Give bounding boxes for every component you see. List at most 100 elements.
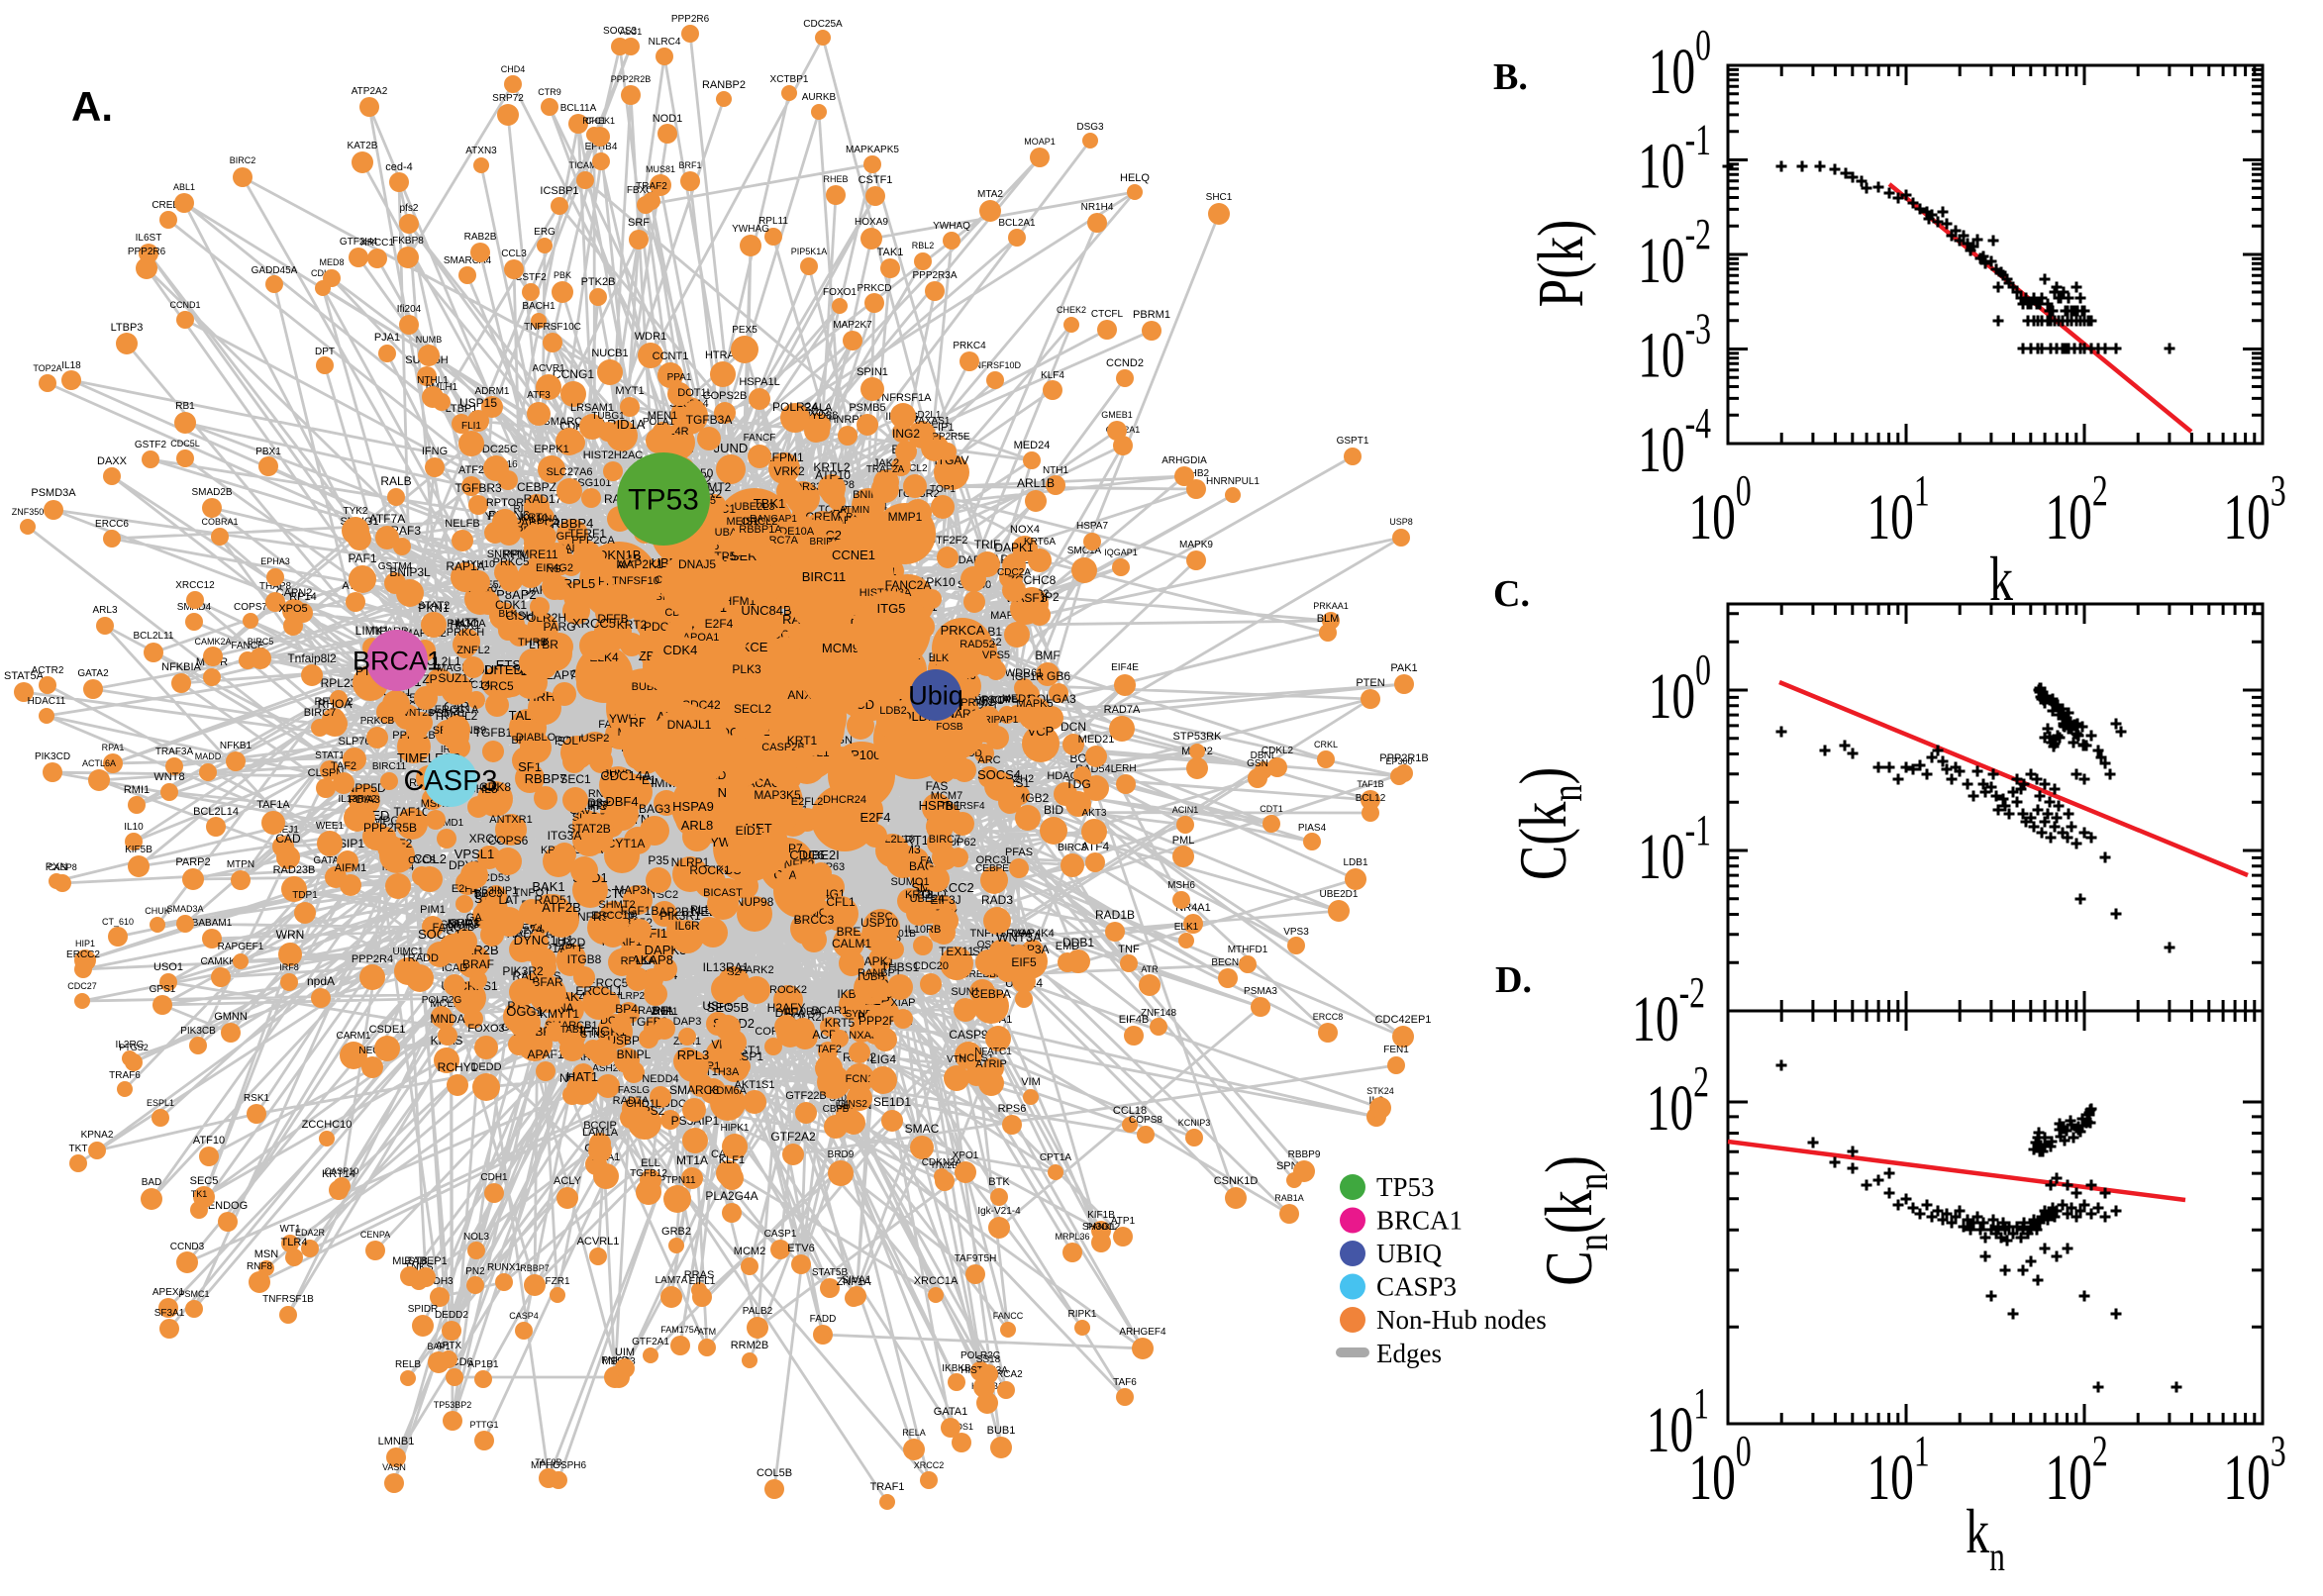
svg-text:RRM2B: RRM2B	[731, 1340, 769, 1351]
svg-text:BNIP3L: BNIP3L	[389, 565, 431, 579]
svg-text:KRT2: KRT2	[617, 618, 648, 632]
svg-text:PSMA3: PSMA3	[1244, 986, 1277, 997]
svg-text:CFL1: CFL1	[826, 895, 856, 909]
svg-text:VPS3: VPS3	[1283, 927, 1309, 938]
svg-text:FASLG: FASLG	[618, 1085, 650, 1096]
svg-text:COPB2: COPB2	[990, 695, 1024, 706]
svg-text:E2F4: E2F4	[859, 810, 890, 825]
svg-text:ACTR2: ACTR2	[32, 665, 64, 676]
svg-text:STK3: STK3	[580, 1030, 605, 1041]
svg-text:CALM1: CALM1	[832, 937, 871, 950]
svg-text:NEO1: NEO1	[358, 1046, 386, 1056]
svg-text:BRCA2: BRCA2	[989, 1369, 1023, 1380]
svg-text:MED24: MED24	[1014, 440, 1051, 451]
svg-text:MAPKAPK5: MAPKAPK5	[846, 145, 899, 155]
svg-text:EPHB4: EPHB4	[585, 142, 618, 152]
svg-text:RAPGEF1: RAPGEF1	[218, 942, 264, 952]
svg-text:HIST2H2AC: HIST2H2AC	[583, 449, 644, 461]
svg-text:RNF8: RNF8	[247, 1261, 273, 1272]
svg-text:TRAF2: TRAF2	[636, 181, 667, 192]
svg-text:UIMC1: UIMC1	[392, 947, 424, 957]
svg-text:BIRC7: BIRC7	[929, 834, 960, 846]
svg-text:A.: A.	[71, 83, 113, 130]
svg-text:UIM: UIM	[615, 1347, 635, 1358]
svg-text:PPP3CA: PPP3CA	[966, 694, 1010, 706]
svg-text:PRKCD: PRKCD	[857, 283, 891, 294]
svg-text:Ifi204: Ifi204	[397, 304, 422, 315]
svg-text:LIMK1: LIMK1	[355, 624, 390, 638]
svg-text:CDC25C: CDC25C	[474, 444, 518, 455]
svg-text:FBXO41: FBXO41	[627, 185, 665, 196]
svg-text:KRT14: KRT14	[322, 1168, 355, 1180]
svg-text:FCN1: FCN1	[846, 1073, 874, 1085]
svg-text:ACVR1: ACVR1	[532, 363, 565, 374]
svg-text:FAS: FAS	[926, 779, 949, 793]
svg-text:TP53INP1: TP53INP1	[468, 885, 519, 897]
svg-text:CHD4: CHD4	[501, 64, 526, 74]
svg-text:ORCL2: ORCL2	[742, 516, 778, 528]
svg-text:KRT5: KRT5	[825, 1016, 856, 1030]
svg-text:PRKAA1: PRKAA1	[1313, 601, 1349, 611]
svg-text:TNFRSF1B: TNFRSF1B	[262, 1294, 314, 1305]
svg-text:RHEB: RHEB	[823, 174, 848, 184]
svg-text:TK1: TK1	[191, 1189, 208, 1199]
svg-text:KPNA2: KPNA2	[81, 1130, 114, 1141]
svg-text:ARHGDIA: ARHGDIA	[1162, 455, 1207, 466]
svg-text:RPL3: RPL3	[677, 1047, 710, 1062]
svg-text:GINS2: GINS2	[838, 1099, 867, 1110]
svg-text:IRF8: IRF8	[279, 962, 299, 972]
svg-text:FGF1B: FGF1B	[621, 904, 659, 918]
svg-text:CSTF1: CSTF1	[858, 174, 893, 186]
svg-text:GATA2: GATA2	[77, 668, 109, 679]
svg-text:ATP1: ATP1	[1111, 1216, 1136, 1227]
svg-text:PTGS2: PTGS2	[119, 1043, 149, 1052]
svg-text:PRIM1: PRIM1	[960, 697, 994, 709]
svg-text:ATF10: ATF10	[193, 1135, 225, 1147]
svg-text:MLST8: MLST8	[392, 1255, 427, 1267]
svg-text:DBNL: DBNL	[1251, 750, 1277, 761]
svg-text:DHCR24: DHCR24	[823, 794, 866, 806]
svg-text:CDC20: CDC20	[913, 960, 949, 972]
svg-text:NTHL1: NTHL1	[417, 375, 449, 386]
svg-text:RALA: RALA	[804, 402, 833, 414]
svg-text:PAF1: PAF1	[348, 551, 376, 565]
svg-text:101: 101	[1867, 1428, 1929, 1514]
svg-text:EIF3J: EIF3J	[930, 893, 960, 907]
svg-text:CDC6: CDC6	[789, 848, 824, 862]
svg-text:CTCFL: CTCFL	[1091, 309, 1124, 320]
svg-text:KRT1: KRT1	[521, 512, 549, 524]
svg-text:PIK3CB: PIK3CB	[180, 1026, 216, 1037]
svg-text:RANBP1: RANBP1	[858, 967, 901, 979]
svg-text:ZNFL2: ZNFL2	[456, 645, 490, 656]
svg-text:ENDOG: ENDOG	[208, 1200, 248, 1212]
svg-text:LTBP3: LTBP3	[111, 322, 144, 334]
svg-text:CDC25A: CDC25A	[803, 19, 843, 30]
svg-text:LAM1A: LAM1A	[582, 1127, 619, 1139]
svg-text:VPSL1: VPSL1	[454, 847, 494, 861]
svg-text:EIF5: EIF5	[1011, 955, 1037, 969]
svg-text:PTEN: PTEN	[1356, 677, 1384, 689]
svg-text:CDC27: CDC27	[67, 981, 97, 991]
svg-text:CAMKK2: CAMKK2	[200, 956, 242, 967]
svg-text:BCL2: BCL2	[902, 463, 927, 474]
svg-text:SPIN1: SPIN1	[857, 366, 888, 378]
svg-text:RANBP2: RANBP2	[702, 79, 746, 91]
svg-text:ATM: ATM	[698, 1327, 716, 1337]
svg-text:KLF4: KLF4	[1041, 370, 1064, 381]
svg-text:ATR: ATR	[1141, 964, 1159, 974]
svg-text:BCCIP: BCCIP	[583, 1120, 617, 1132]
svg-text:PARK2: PARK2	[739, 964, 773, 976]
svg-text:THAP8: THAP8	[259, 581, 292, 592]
svg-text:WNT3A: WNT3A	[996, 930, 1042, 945]
svg-text:PBK: PBK	[554, 270, 571, 280]
svg-text:ZNF350: ZNF350	[12, 507, 45, 517]
svg-text:FADD: FADD	[810, 1314, 837, 1325]
svg-text:POLA1: POLA1	[643, 417, 675, 428]
svg-text:AP2B1: AP2B1	[658, 905, 696, 919]
svg-text:PANX1: PANX1	[1087, 1222, 1116, 1232]
svg-text:NFKB1: NFKB1	[220, 741, 252, 751]
svg-text:CTR9: CTR9	[538, 87, 561, 97]
svg-text:IGF1R: IGF1R	[1012, 671, 1044, 683]
svg-text:GATAD2A: GATAD2A	[313, 855, 358, 866]
svg-text:SUMO1: SUMO1	[890, 876, 929, 888]
